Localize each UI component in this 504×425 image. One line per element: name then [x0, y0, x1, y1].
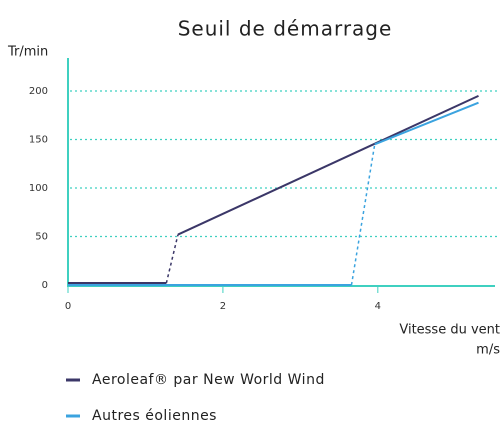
x-axis-label: Vitesse du vent — [399, 323, 500, 338]
series-line — [177, 94, 479, 236]
series-line — [374, 101, 479, 146]
chart-title: Seuil de démarrage — [178, 17, 393, 41]
legend-label: Autres éoliennes — [92, 408, 217, 424]
y-tick-label: 200 — [29, 86, 48, 97]
series-line — [165, 234, 179, 284]
y-tick-label: 100 — [29, 183, 48, 194]
y-tick-label: 0 — [42, 280, 48, 291]
legend-label: Aeroleaf® par New World Wind — [92, 372, 325, 388]
y-tick-label: 50 — [35, 232, 48, 243]
x-tick-label: 2 — [220, 301, 226, 312]
x-axis-unit: m/s — [476, 343, 500, 358]
y-axis-label: Tr/min — [7, 45, 48, 60]
x-tick-label: 4 — [375, 301, 381, 312]
y-tick-label: 150 — [29, 135, 48, 146]
series-line — [350, 144, 376, 286]
x-tick-label: 0 — [65, 301, 71, 312]
